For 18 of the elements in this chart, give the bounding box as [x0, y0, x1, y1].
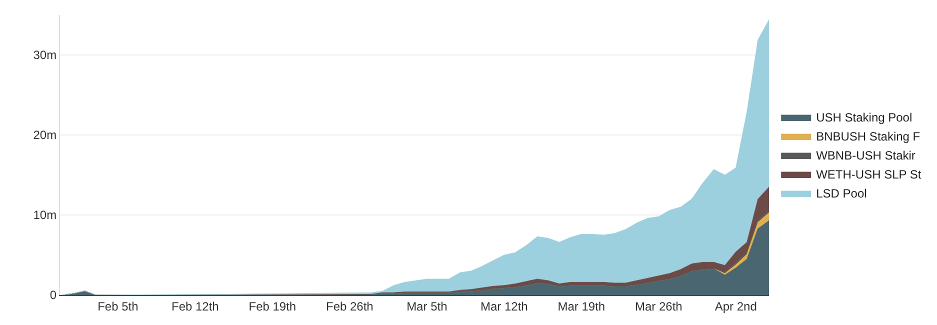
x-tick-label: Mar 5th	[406, 299, 448, 314]
x-tick-label: Mar 26th	[634, 299, 682, 314]
x-tick-label: Feb 5th	[98, 299, 138, 314]
legend-label: USH Staking Pool	[816, 110, 912, 125]
x-tick-label: Apr 2nd	[714, 299, 757, 314]
y-tick-label: 20m	[33, 128, 57, 142]
legend-label: WETH-USH SLP St	[816, 168, 922, 182]
x-tick-label: Mar 19th	[558, 299, 606, 314]
y-tick-label: 0	[50, 288, 57, 302]
x-tick-label: Feb 26th	[326, 299, 374, 314]
y-tick-label: 30m	[33, 48, 57, 62]
y-tick-label: 10m	[33, 208, 57, 222]
legend-label: BNBUSH Staking F	[816, 130, 920, 144]
x-tick-label: Feb 19th	[248, 299, 296, 314]
legend-label: WBNB-USH Stakir	[816, 148, 916, 163]
x-tick-label: Mar 12th	[480, 299, 528, 314]
x-tick-label: Feb 12th	[171, 299, 219, 314]
legend-label: LSD Pool	[816, 186, 867, 201]
